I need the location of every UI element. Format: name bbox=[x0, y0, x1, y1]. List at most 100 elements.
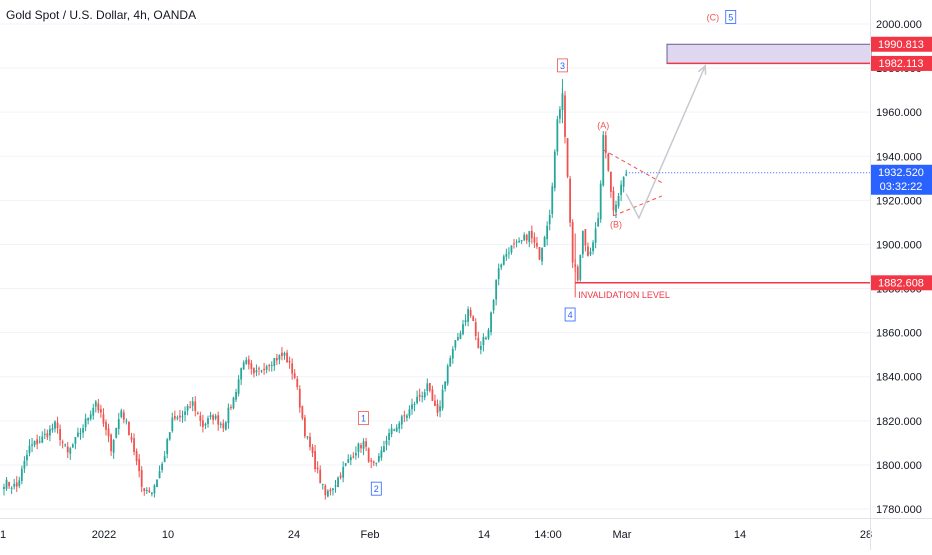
candle-body bbox=[237, 379, 240, 394]
candles-layer bbox=[3, 79, 628, 500]
price-tag[interactable] bbox=[871, 164, 932, 195]
candle-body bbox=[352, 456, 355, 458]
candle-body bbox=[107, 428, 110, 437]
candle-body bbox=[536, 242, 538, 247]
candle-body bbox=[92, 407, 95, 416]
y-tick-label: 1820.000 bbox=[876, 416, 922, 428]
candle-body bbox=[393, 429, 396, 431]
time-axis: 21 2022 10 24 Feb 14 14:00 Mar 14 28 bbox=[0, 529, 872, 541]
candle-body bbox=[421, 395, 424, 397]
candle-body bbox=[477, 337, 480, 349]
candle-body bbox=[245, 359, 248, 364]
candle-body bbox=[508, 252, 510, 254]
candle-body bbox=[566, 138, 569, 177]
candle-body bbox=[423, 392, 426, 398]
triangle-upper-line bbox=[603, 149, 663, 184]
candle-body bbox=[291, 363, 294, 374]
price-tag-value: 1882.608 bbox=[878, 277, 924, 289]
price-tag-value: 1932.520 bbox=[878, 167, 924, 179]
x-tick-label: 14:00 bbox=[534, 529, 562, 541]
candle-body bbox=[579, 255, 582, 280]
candle-body bbox=[270, 365, 273, 367]
candle-body bbox=[31, 444, 33, 446]
candle-body bbox=[490, 312, 492, 333]
candle-body bbox=[309, 436, 311, 448]
candle-body bbox=[296, 378, 299, 388]
candle-body bbox=[49, 428, 51, 436]
wave-label-3: 3 bbox=[560, 61, 565, 71]
candle-body bbox=[337, 477, 339, 487]
candle-body bbox=[207, 418, 209, 425]
candle-body bbox=[543, 237, 546, 247]
candle-body bbox=[199, 415, 202, 422]
candle-body bbox=[602, 134, 605, 186]
candle-body bbox=[505, 253, 508, 257]
price-tag[interactable] bbox=[871, 275, 932, 291]
candle-body bbox=[209, 415, 212, 418]
candle-body bbox=[459, 333, 462, 339]
chart-title: Gold Spot / U.S. Dollar, 4h, OANDA bbox=[6, 8, 197, 22]
price-tag[interactable] bbox=[871, 55, 932, 71]
candle-body bbox=[247, 359, 250, 365]
candle-body bbox=[143, 488, 146, 492]
candle-body bbox=[594, 228, 597, 243]
target-zone[interactable] bbox=[666, 43, 872, 64]
candle-body bbox=[158, 471, 161, 479]
candle-body bbox=[179, 415, 181, 418]
x-tick-label: 28 bbox=[860, 529, 872, 541]
price-tag[interactable] bbox=[871, 36, 932, 52]
candle-body bbox=[411, 404, 413, 410]
candle-body bbox=[283, 353, 286, 356]
candle-body bbox=[56, 422, 59, 429]
candle-body bbox=[326, 490, 329, 497]
candle-body bbox=[125, 420, 128, 422]
candle-body bbox=[314, 451, 316, 470]
candle-body bbox=[495, 279, 498, 300]
candle-body bbox=[46, 433, 49, 438]
candle-body bbox=[372, 461, 375, 463]
wave-label-5: 5 bbox=[728, 12, 733, 22]
candle-body bbox=[242, 362, 245, 370]
candle-body bbox=[102, 414, 105, 424]
y-tick-label: 1940.000 bbox=[876, 151, 922, 163]
x-tick-label: 21 bbox=[0, 529, 6, 541]
candle-body bbox=[163, 456, 166, 463]
candle-body bbox=[413, 404, 416, 406]
candle-body bbox=[510, 245, 513, 253]
candle-body bbox=[617, 196, 620, 207]
candle-body bbox=[194, 401, 197, 411]
candle-body bbox=[255, 370, 258, 373]
candle-body bbox=[487, 330, 490, 339]
x-tick-label: Mar bbox=[613, 529, 632, 541]
candle-body bbox=[316, 467, 319, 470]
candle-body bbox=[569, 178, 571, 223]
candle-body bbox=[117, 419, 120, 430]
candle-body bbox=[469, 310, 472, 316]
candle-body bbox=[479, 345, 482, 350]
candle-body bbox=[377, 455, 380, 462]
candle-body bbox=[464, 320, 467, 323]
candle-body bbox=[133, 438, 135, 452]
candle-body bbox=[191, 401, 194, 406]
candle-body bbox=[138, 459, 141, 472]
wave-label-A: (A) bbox=[597, 120, 609, 130]
candle-body bbox=[538, 247, 541, 260]
candle-body bbox=[571, 221, 574, 263]
candle-body bbox=[38, 441, 41, 443]
candle-body bbox=[94, 401, 97, 407]
candle-body bbox=[212, 415, 214, 420]
candle-body bbox=[482, 337, 485, 346]
candle-body bbox=[342, 466, 345, 478]
candle-body bbox=[130, 437, 133, 440]
wave-label-1: 1 bbox=[361, 414, 366, 424]
candle-body bbox=[265, 366, 268, 370]
candle-body bbox=[66, 446, 69, 453]
candle-body bbox=[232, 397, 235, 409]
candle-body bbox=[319, 469, 322, 484]
candle-body bbox=[500, 264, 503, 268]
candle-body bbox=[311, 446, 314, 453]
candle-body bbox=[161, 463, 163, 471]
candle-body bbox=[298, 389, 301, 408]
